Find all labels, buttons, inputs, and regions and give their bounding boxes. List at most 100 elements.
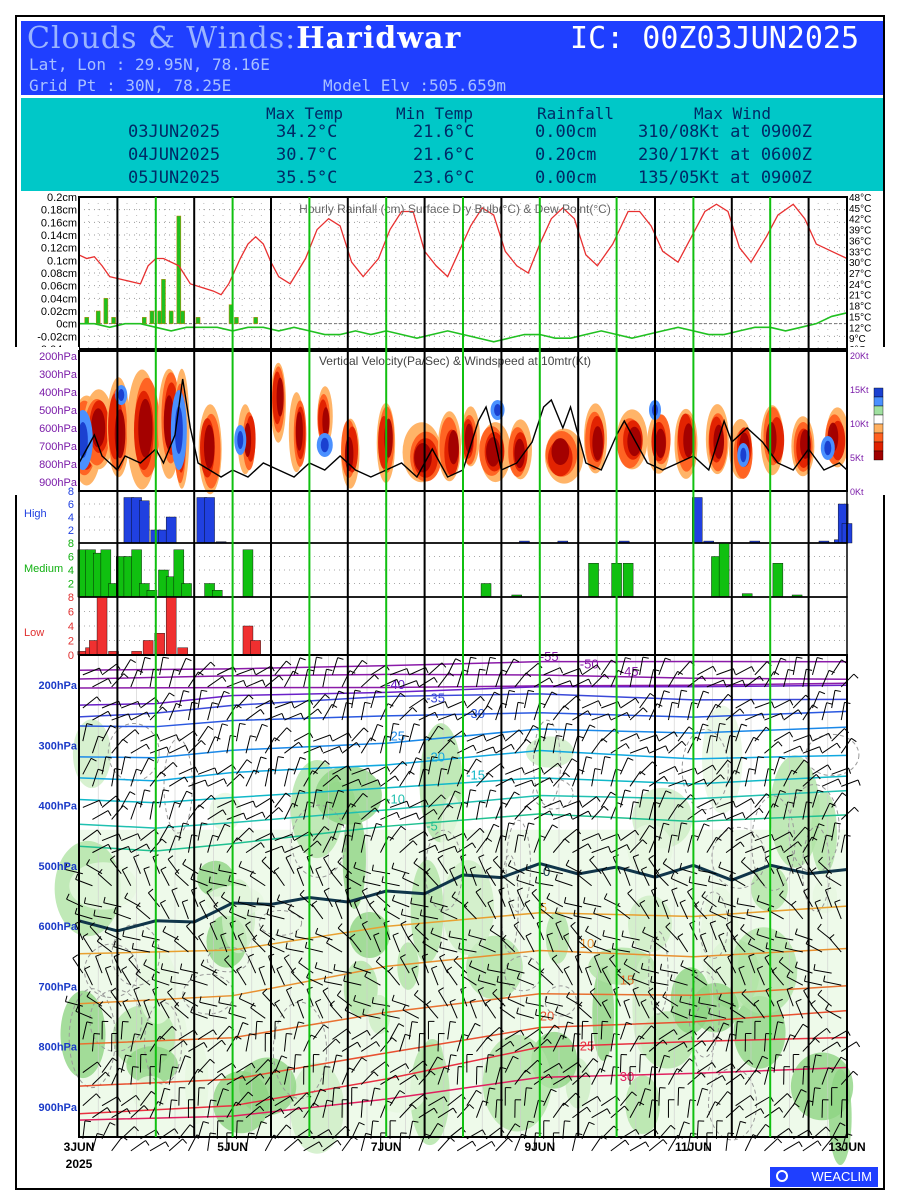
wind-barb bbox=[754, 793, 767, 808]
section-pressure-tick: 500hPa bbox=[38, 861, 77, 873]
rain-tick-label: -0.02cm bbox=[37, 331, 77, 343]
wind-barb bbox=[591, 673, 605, 688]
wind-barb-flag bbox=[711, 1062, 716, 1068]
wind-barb-flag bbox=[750, 798, 755, 805]
wind-barb bbox=[524, 662, 539, 676]
wind-barb-flag bbox=[358, 779, 362, 786]
wind-barb-flag bbox=[212, 969, 217, 975]
wind-barb-flag bbox=[564, 1120, 571, 1122]
wind-barb-flag bbox=[335, 1038, 341, 1044]
wind-barb bbox=[831, 792, 843, 808]
wind-barb-flag bbox=[105, 1071, 110, 1077]
wind-barb bbox=[629, 771, 641, 787]
wind-barb bbox=[168, 1099, 172, 1118]
wind-barb bbox=[655, 872, 669, 887]
wind-barb bbox=[514, 739, 527, 754]
wind-barb bbox=[773, 699, 791, 709]
wind-barb-flag bbox=[857, 779, 861, 786]
wind-barb bbox=[303, 1141, 320, 1152]
wind-barb bbox=[610, 711, 628, 721]
wind-barb-flag bbox=[166, 746, 170, 753]
wind-barb bbox=[825, 875, 842, 887]
wind-barb bbox=[92, 1071, 106, 1085]
wind-barb bbox=[495, 702, 502, 721]
rh-contour bbox=[258, 910, 303, 936]
wind-barb bbox=[159, 692, 170, 709]
wind-barb bbox=[207, 778, 225, 787]
vv-contour bbox=[138, 398, 153, 458]
wind-barb-flag bbox=[358, 1121, 365, 1126]
wind-barb bbox=[543, 667, 561, 676]
wind-barb-flag bbox=[411, 1104, 417, 1110]
wind-barb-flag bbox=[273, 867, 280, 872]
wind-barb-flag bbox=[492, 855, 499, 861]
wind-barb bbox=[504, 729, 520, 742]
wind-barb bbox=[111, 1136, 123, 1152]
wind-barb bbox=[178, 1055, 186, 1073]
rain-bar bbox=[180, 310, 185, 324]
wind-barb bbox=[735, 1095, 751, 1107]
wind-barb bbox=[709, 922, 717, 941]
wind-barb-flag bbox=[573, 909, 576, 916]
wind-barb bbox=[360, 1099, 364, 1118]
wind-barb bbox=[737, 903, 755, 908]
wind-barb-flag bbox=[239, 722, 246, 726]
wind-barb bbox=[572, 843, 589, 854]
wind-barb-flag bbox=[736, 897, 739, 904]
wind-barb-flag bbox=[407, 933, 414, 938]
wind-barb-flag bbox=[437, 1056, 443, 1061]
wind-barb-flag bbox=[118, 833, 122, 840]
rh-contour bbox=[688, 970, 720, 1058]
wind-barb bbox=[284, 670, 294, 688]
wind-barb-flag bbox=[662, 991, 667, 998]
wind-barb bbox=[485, 733, 503, 742]
wind-barb-flag bbox=[134, 1126, 139, 1132]
wind-barb bbox=[447, 790, 456, 808]
wind-barb-flag bbox=[168, 824, 175, 829]
wind-barb-flag bbox=[343, 975, 346, 982]
wind-barb-flag bbox=[319, 746, 324, 753]
cloud-tick-label: 8 bbox=[68, 538, 74, 550]
wind-barb bbox=[543, 762, 559, 775]
wind-barb bbox=[691, 974, 708, 986]
wind-barb-flag bbox=[589, 855, 595, 861]
wind-barb bbox=[585, 930, 602, 941]
cloud-bar bbox=[622, 563, 634, 598]
wind-barb-flag bbox=[617, 833, 621, 840]
wind-barb bbox=[654, 1005, 669, 1019]
section-pressure-tick: 700hPa bbox=[38, 981, 77, 993]
wind-barb-flag bbox=[175, 835, 182, 839]
wind-barb bbox=[149, 669, 154, 688]
wind-barb bbox=[671, 889, 679, 908]
vv-legend-swatch bbox=[873, 405, 884, 416]
wind-barb-flag bbox=[756, 928, 760, 935]
wind-barb-flag bbox=[368, 767, 372, 774]
wind-barb bbox=[322, 704, 333, 721]
wind-barb bbox=[593, 912, 611, 920]
wind-barb-flag bbox=[259, 1105, 265, 1112]
temp-tick-label: 15°C bbox=[849, 312, 871, 323]
wind-barb bbox=[447, 1021, 451, 1040]
wind-barb bbox=[640, 1002, 650, 1019]
wind-barb-flag bbox=[361, 1057, 367, 1062]
wind-barb bbox=[245, 1105, 261, 1119]
wind-barb-flag bbox=[228, 906, 233, 913]
wind-barb-flag bbox=[201, 689, 208, 692]
wind-barb bbox=[149, 1141, 166, 1152]
wind-barb bbox=[668, 740, 683, 754]
wind-barb bbox=[811, 823, 820, 841]
wind-barb bbox=[786, 989, 794, 1007]
wind-barb bbox=[539, 972, 554, 986]
wind-barb-flag bbox=[555, 1006, 559, 1013]
wind-barb bbox=[399, 957, 410, 974]
wind-barb-flag bbox=[663, 822, 670, 826]
wind-barb-flag bbox=[716, 836, 722, 841]
wind-barb bbox=[322, 746, 340, 754]
wind-barb bbox=[331, 657, 339, 676]
wind-barb bbox=[639, 903, 650, 920]
wind-barb bbox=[159, 902, 170, 920]
wind-barb bbox=[725, 770, 735, 787]
wind-barb-flag bbox=[207, 725, 214, 731]
wind-barb bbox=[802, 1140, 819, 1152]
wind-barb bbox=[159, 824, 170, 841]
